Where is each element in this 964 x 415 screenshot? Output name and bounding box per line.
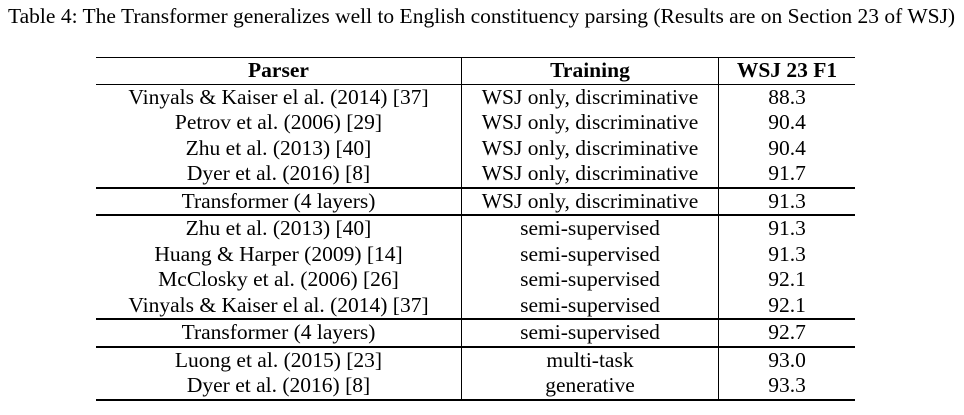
table-row: Huang & Harper (2009) [14] semi-supervis… xyxy=(96,241,855,267)
table-row: Zhu et al. (2013) [40] WSJ only, discrim… xyxy=(96,135,855,161)
parser-cell: Dyer et al. (2016) [8] xyxy=(96,161,462,188)
training-cell: semi-supervised xyxy=(461,292,719,319)
training-cell: WSJ only, discriminative xyxy=(461,135,719,161)
f1-cell: 91.3 xyxy=(718,214,855,242)
training-cell: multi-task xyxy=(461,345,719,373)
table-row: Dyer et al. (2016) [8] WSJ only, discrim… xyxy=(96,161,855,188)
parser-cell: Dyer et al. (2016) [8] xyxy=(96,373,462,401)
results-table: Parser Training WSJ 23 F1 Vinyals & Kais… xyxy=(96,57,855,401)
parser-cell: Zhu et al. (2013) [40] xyxy=(96,214,462,242)
f1-cell: 92.1 xyxy=(768,267,806,291)
f1-cell: 90.4 xyxy=(768,110,806,134)
training-cell: semi-supervised xyxy=(461,318,719,347)
f1-cell: 92.7 xyxy=(718,318,855,347)
f1-cell: 91.3 xyxy=(718,186,855,215)
training-cell: generative xyxy=(461,373,719,401)
table-row: Vinyals & Kaiser el al. (2014) [37] WSJ … xyxy=(96,84,855,110)
table-row-transformer: Transformer (4 layers) semi-supervised 9… xyxy=(96,318,855,347)
header-f1: WSJ 23 F1 xyxy=(718,57,855,85)
table-row: McClosky et al. (2006) [26] semi-supervi… xyxy=(96,267,855,293)
parser-cell: Petrov et al. (2006) [29] xyxy=(96,110,462,136)
header-parser: Parser xyxy=(96,57,462,85)
f1-cell: 91.7 xyxy=(768,161,806,185)
results-table-container: Parser Training WSJ 23 F1 Vinyals & Kais… xyxy=(96,57,855,401)
f1-cell: 90.4 xyxy=(768,135,806,160)
training-cell: WSJ only, discriminative xyxy=(461,110,719,136)
f1-cell: 93.0 xyxy=(718,345,855,373)
parser-cell: Vinyals & Kaiser el al. (2014) [37] xyxy=(96,292,462,319)
parser-cell: Transformer (4 layers) xyxy=(96,318,462,347)
header-training: Training xyxy=(461,57,719,85)
parser-cell: Luong et al. (2015) [23] xyxy=(96,345,462,373)
table-row: Zhu et al. (2013) [40] semi-supervised 9… xyxy=(96,214,855,242)
table-caption: Table 4: The Transformer generalizes wel… xyxy=(8,4,956,28)
parser-cell: Transformer (4 layers) xyxy=(96,186,462,215)
training-cell: WSJ only, discriminative xyxy=(461,161,719,188)
header-row: Parser Training WSJ 23 F1 xyxy=(96,57,855,85)
table-row: Luong et al. (2015) [23] multi-task 93.0 xyxy=(96,345,855,373)
training-cell: WSJ only, discriminative xyxy=(461,186,719,215)
training-cell: semi-supervised xyxy=(461,267,719,293)
training-cell: semi-supervised xyxy=(461,241,719,267)
f1-cell: 92.1 xyxy=(768,292,806,317)
parser-cell: Huang & Harper (2009) [14] xyxy=(96,241,462,267)
table-row: Petrov et al. (2006) [29] WSJ only, disc… xyxy=(96,110,855,136)
parser-cell: Zhu et al. (2013) [40] xyxy=(96,135,462,161)
parser-cell: McClosky et al. (2006) [26] xyxy=(96,267,462,293)
table-row: Vinyals & Kaiser el al. (2014) [37] semi… xyxy=(96,292,855,319)
f1-cell: 93.3 xyxy=(718,373,855,401)
training-cell: WSJ only, discriminative xyxy=(461,84,719,110)
f1-cell: 88.3 xyxy=(768,84,806,109)
training-cell: semi-supervised xyxy=(461,214,719,242)
table-row-transformer: Transformer (4 layers) WSJ only, discrim… xyxy=(96,186,855,215)
f1-cell: 91.3 xyxy=(768,241,806,266)
parser-cell: Vinyals & Kaiser el al. (2014) [37] xyxy=(96,84,462,110)
table-row: Dyer et al. (2016) [8] generative 93.3 xyxy=(96,373,855,401)
